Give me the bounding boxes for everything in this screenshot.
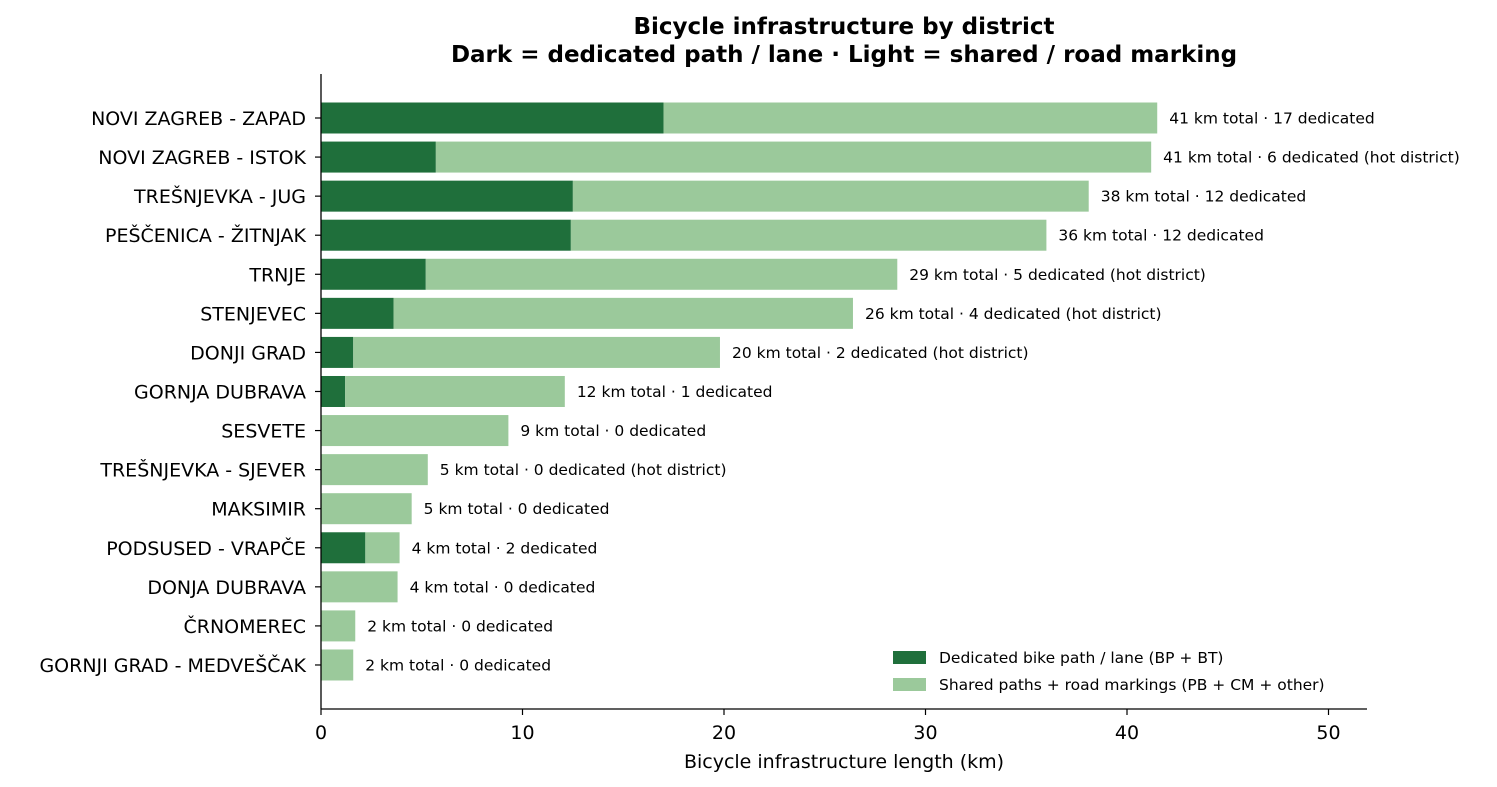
bar-shared-gornja-dubrava — [345, 375, 565, 407]
annotation-gornji-grad-medvescak: 2 km total · 0 dedicated — [365, 656, 551, 674]
category-label-maksimir: MAKSIMIR — [211, 499, 306, 521]
category-label-trnje: TRNJE — [248, 264, 306, 286]
x-tick-label-50: 50 — [1316, 722, 1340, 744]
bar-dedicated-pescenica-zitnjak — [321, 219, 571, 251]
annotation-stenjevec: 26 km total · 4 dedicated (hot district) — [865, 305, 1162, 323]
annotation-gornja-dubrava: 12 km total · 1 dedicated — [577, 383, 773, 401]
legend: Dedicated bike path / lane (BP + BT) Sha… — [893, 649, 1325, 694]
annotation-donji-grad: 20 km total · 2 dedicated (hot district) — [732, 344, 1029, 362]
x-tick-label-30: 30 — [913, 722, 937, 744]
bar-shared-pescenica-zitnjak — [570, 219, 1047, 251]
category-label-novi-zagreb-istok: NOVI ZAGREB - ISTOK — [98, 147, 306, 169]
annotation-novi-zagreb-zapad: 41 km total · 17 dedicated — [1169, 110, 1375, 128]
bar-dedicated-trnje — [321, 258, 426, 290]
x-axis-label: Bicycle infrastructure length (km) — [684, 751, 1004, 773]
annotation-trnje: 29 km total · 5 dedicated (hot district) — [909, 266, 1206, 284]
category-label-donji-grad: DONJI GRAD — [190, 342, 306, 364]
legend-label-shared: Shared paths + road markings (PB + CM + … — [939, 676, 1325, 694]
chart-title: Bicycle infrastructure by district — [634, 14, 1055, 40]
bar-dedicated-novi-zagreb-istok — [321, 141, 436, 173]
annotation-tresnjevka-jug: 38 km total · 12 dedicated — [1101, 188, 1307, 206]
annotation-tresnjevka-sjever: 5 km total · 0 dedicated (hot district) — [440, 461, 727, 479]
bar-shared-stenjevec — [393, 297, 853, 329]
category-label-crnomerec: ČRNOMEREC — [183, 614, 306, 638]
legend-swatch-dedicated — [893, 651, 926, 664]
bar-shared-tresnjevka-sjever — [321, 454, 428, 486]
bar-dedicated-donji-grad — [321, 336, 354, 368]
x-tick-label-40: 40 — [1115, 722, 1139, 744]
x-ticks-group: 0 10 20 30 40 50 — [315, 709, 1341, 744]
bar-shared-maksimir — [321, 493, 412, 525]
bar-shared-donja-dubrava — [321, 571, 398, 603]
bar-shared-gornji-grad-medvescak — [321, 649, 354, 681]
x-tick-label-0: 0 — [315, 722, 327, 744]
category-label-tresnjevka-sjever: TREŠNJEVKA - SJEVER — [99, 458, 306, 482]
category-label-pescenica-zitnjak: PEŠČENICA - ŽITNJAK — [105, 223, 307, 247]
bar-dedicated-gornja-dubrava — [321, 375, 346, 407]
bar-shared-novi-zagreb-zapad — [663, 102, 1158, 134]
bar-dedicated-podsused-vrapce — [321, 532, 366, 564]
bar-shared-trnje — [425, 258, 898, 290]
category-label-stenjevec: STENJEVEC — [200, 303, 306, 325]
x-tick-label-20: 20 — [712, 722, 736, 744]
bar-shared-crnomerec — [321, 610, 356, 642]
category-label-gornji-grad-medvescak: GORNJI GRAD - MEDVEŠČAK — [39, 653, 306, 677]
annotation-novi-zagreb-istok: 41 km total · 6 dedicated (hot district) — [1163, 149, 1460, 167]
chart-subtitle: Dark = dedicated path / lane · Light = s… — [451, 42, 1237, 68]
legend-label-dedicated: Dedicated bike path / lane (BP + BT) — [939, 649, 1223, 667]
category-label-donja-dubrava: DONJA DUBRAVA — [147, 577, 306, 599]
legend-swatch-shared — [893, 678, 926, 691]
category-labels-group: NOVI ZAGREB - ZAPAD NOVI ZAGREB - ISTOK TR… — [39, 108, 321, 677]
annotation-podsused-vrapce: 4 km total · 2 dedicated — [412, 539, 598, 557]
annotation-crnomerec: 2 km total · 0 dedicated — [367, 617, 553, 635]
bar-shared-donji-grad — [353, 336, 720, 368]
bar-dedicated-tresnjevka-jug — [321, 180, 573, 212]
bar-dedicated-novi-zagreb-zapad — [321, 102, 664, 134]
annotation-pescenica-zitnjak: 36 km total · 12 dedicated — [1058, 227, 1264, 245]
category-label-sesvete: SESVETE — [221, 421, 306, 443]
bar-dedicated-stenjevec — [321, 297, 394, 329]
bar-shared-podsused-vrapce — [365, 532, 400, 564]
annotation-maksimir: 5 km total · 0 dedicated — [424, 500, 610, 518]
bar-shared-novi-zagreb-istok — [435, 141, 1152, 173]
category-label-novi-zagreb-zapad: NOVI ZAGREB - ZAPAD — [91, 108, 306, 130]
category-label-podsused-vrapce: PODSUSED - VRAPČE — [106, 536, 306, 560]
annotations-group: 41 km total · 17 dedicated 41 km total · … — [365, 110, 1460, 675]
x-tick-label-10: 10 — [510, 722, 534, 744]
bar-shared-tresnjevka-jug — [572, 180, 1089, 212]
annotation-sesvete: 9 km total · 0 dedicated — [520, 422, 706, 440]
bars-group — [321, 102, 1158, 681]
annotation-donja-dubrava: 4 km total · 0 dedicated — [410, 578, 596, 596]
bar-shared-sesvete — [321, 415, 509, 447]
category-label-gornja-dubrava: GORNJA DUBRAVA — [134, 381, 306, 403]
category-label-tresnjevka-jug: TREŠNJEVKA - JUG — [133, 184, 306, 208]
